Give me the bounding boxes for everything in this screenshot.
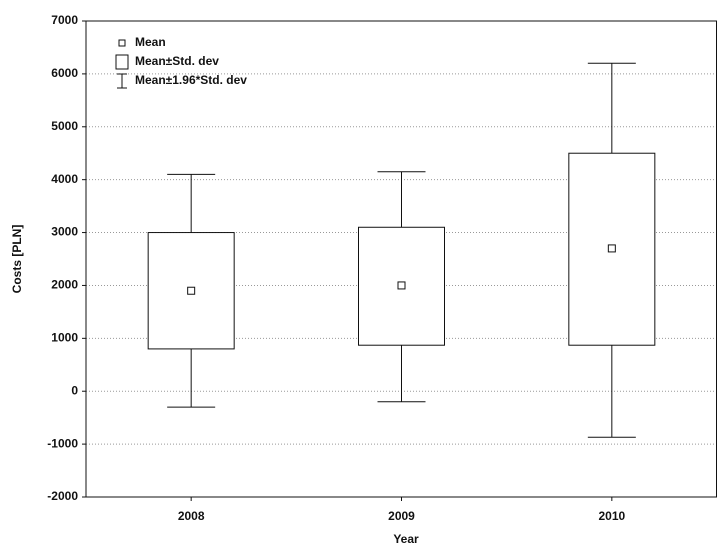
y-tick-label: 3000	[51, 225, 78, 239]
x-tick-label: 2010	[598, 509, 625, 523]
x-tick-label: 2008	[178, 509, 205, 523]
x-tick-label: 2009	[388, 509, 415, 523]
y-tick-label: -1000	[47, 436, 78, 450]
y-tick-label: 7000	[51, 13, 78, 27]
y-tick-label: 5000	[51, 119, 78, 133]
legend-mean-icon	[118, 39, 126, 47]
y-tick-label: -2000	[47, 489, 78, 503]
box	[358, 226, 445, 346]
legend-box-icon	[115, 54, 129, 70]
y-tick-label: 2000	[51, 278, 78, 292]
mean-marker	[607, 244, 616, 253]
y-tick-label: 6000	[51, 66, 78, 80]
x-axis-label: Year	[393, 532, 419, 546]
y-axis-label: Costs [PLN]	[10, 225, 24, 294]
legend-whisker-icon	[117, 73, 127, 89]
mean-marker	[187, 286, 196, 295]
legend-label: Mean±Std. dev	[135, 54, 219, 68]
y-tick-label: 4000	[51, 172, 78, 186]
y-tick-label: 1000	[51, 331, 78, 345]
legend-label: Mean	[135, 35, 166, 49]
legend-label: Mean±1.96*Std. dev	[135, 73, 247, 87]
mean-marker	[397, 281, 406, 290]
y-tick-label: 0	[71, 383, 78, 397]
